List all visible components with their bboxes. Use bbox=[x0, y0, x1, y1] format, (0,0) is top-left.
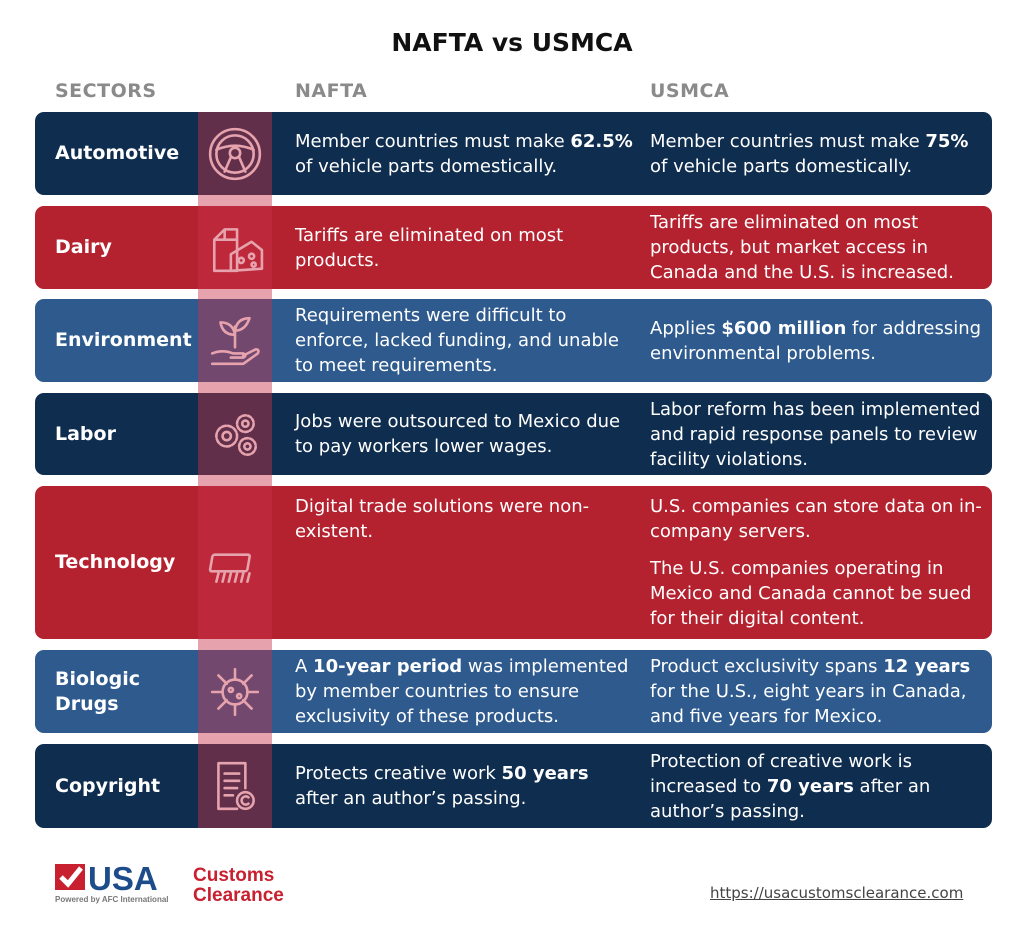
header-sectors: SECTORS bbox=[55, 80, 157, 102]
paragraph: Tariffs are eliminated on most products,… bbox=[650, 210, 985, 285]
paragraph: Digital trade solutions were non-existen… bbox=[295, 494, 635, 544]
usmca-text: U.S. companies can store data on in-comp… bbox=[650, 494, 985, 631]
text-segment: The U.S. companies operating in Mexico a… bbox=[650, 558, 972, 629]
paragraph: Jobs were outsourced to Mexico due to pa… bbox=[295, 409, 635, 459]
text-segment: of vehicle parts domestically. bbox=[295, 155, 558, 177]
text-segment: A bbox=[295, 656, 314, 677]
row-biologic-drugs: Biologic Drugs A 10-year period was imple… bbox=[35, 650, 992, 733]
nafta-text: Member countries must make 62.5% of vehi… bbox=[295, 129, 635, 179]
paragraph: Applies $600 million for addressing envi… bbox=[650, 316, 985, 366]
sector-label: Technology bbox=[55, 551, 176, 573]
text-segment: Tariffs are eliminated on most products. bbox=[295, 224, 564, 271]
sector-label: Labor bbox=[55, 422, 116, 445]
row-technology: Technology Digital trade solutions were n… bbox=[35, 486, 992, 639]
row-labor: Labor Jobs were outsourced to Mexico due … bbox=[35, 393, 992, 475]
highlight-text: 70 years bbox=[766, 775, 854, 797]
highlight-text: 62.5% bbox=[570, 130, 633, 152]
microchip-icon bbox=[198, 486, 272, 639]
text-segment: after an author’s passing. bbox=[295, 788, 527, 809]
copyright-document-icon bbox=[198, 744, 272, 828]
paragraph: A 10-year period was implemented by memb… bbox=[295, 654, 635, 729]
highlight-text: 12 years bbox=[883, 656, 971, 677]
sector-label: Automotive bbox=[55, 142, 180, 164]
steering-wheel-icon bbox=[198, 112, 272, 195]
virus-icon bbox=[198, 650, 272, 733]
nafta-text: Requirements were difficult to enforce, … bbox=[295, 303, 635, 378]
paragraph: Protects creative work 50 years after an… bbox=[295, 761, 635, 811]
usmca-text: Labor reform has been implemented and ra… bbox=[650, 397, 985, 472]
logo: USA Customs Clearance Powered by AFC Int… bbox=[55, 860, 305, 910]
text-segment: for addressing environmental problems. bbox=[650, 317, 982, 364]
gears-icon bbox=[198, 393, 272, 475]
row-copyright: Copyright Protects creative work 50 years… bbox=[35, 744, 992, 828]
text-segment: Requirements were difficult to enforce, … bbox=[295, 305, 619, 376]
logo-customs: Customs bbox=[193, 865, 274, 886]
logo-clearance: Clearance bbox=[193, 885, 284, 906]
usmca-text: Protection of creative work is increased… bbox=[650, 749, 985, 824]
website-link[interactable]: https://usacustomsclearance.com bbox=[710, 884, 964, 902]
row-automotive: Automotive Member countries must make 62.… bbox=[35, 112, 992, 195]
usmca-text: Tariffs are eliminated on most products,… bbox=[650, 210, 985, 285]
sector-label: Environment bbox=[55, 329, 192, 351]
page-title: NAFTA vs USMCA bbox=[391, 28, 633, 57]
row-environment: Environment Requirements were difficult t… bbox=[35, 299, 992, 382]
plant-hand-icon bbox=[198, 299, 272, 382]
usmca-text: Applies $600 million for addressing envi… bbox=[650, 316, 985, 366]
highlight-text: 50 years bbox=[501, 763, 589, 784]
text-segment: Member countries must make bbox=[650, 130, 926, 152]
paragraph: Member countries must make 62.5% of vehi… bbox=[295, 129, 635, 179]
sector-label: Copyright bbox=[55, 774, 161, 797]
paragraph: The U.S. companies operating in Mexico a… bbox=[650, 556, 985, 631]
highlight-text: 10-year period bbox=[313, 656, 463, 677]
header-usmca: USMCA bbox=[650, 80, 730, 102]
nafta-text: Tariffs are eliminated on most products. bbox=[295, 223, 635, 273]
sector-label: Biologic Drugs bbox=[55, 667, 140, 715]
text-segment: Jobs were outsourced to Mexico due to pa… bbox=[295, 411, 621, 457]
paragraph: U.S. companies can store data on in-comp… bbox=[650, 494, 985, 544]
header-nafta: NAFTA bbox=[295, 80, 368, 102]
text-segment: for the U.S., eight years in Canada, and… bbox=[650, 681, 967, 727]
logo-powered: Powered by AFC International bbox=[55, 895, 169, 904]
text-segment: Protects creative work bbox=[295, 763, 502, 784]
paragraph: Labor reform has been implemented and ra… bbox=[650, 397, 985, 472]
paragraph: Tariffs are eliminated on most products. bbox=[295, 223, 635, 273]
text-segment: Applies bbox=[650, 317, 722, 339]
text-segment: was implemented by member countries to e… bbox=[295, 656, 629, 727]
usmca-text: Member countries must make 75% of vehicl… bbox=[650, 129, 985, 179]
logo-usa: USA bbox=[88, 862, 158, 897]
highlight-text: 75% bbox=[925, 130, 969, 152]
row-dairy: Dairy Tariffs are eliminated on most prod… bbox=[35, 206, 992, 289]
text-segment: U.S. companies can store data on in-comp… bbox=[650, 496, 982, 542]
text-segment: Tariffs are eliminated on most products,… bbox=[650, 212, 954, 283]
text-segment: Protection of creative work is increased… bbox=[650, 750, 913, 797]
nafta-text: Digital trade solutions were non-existen… bbox=[295, 494, 635, 544]
paragraph: Member countries must make 75% of vehicl… bbox=[650, 129, 985, 179]
nafta-text: Protects creative work 50 years after an… bbox=[295, 761, 635, 811]
milk-cheese-icon bbox=[198, 206, 272, 289]
sector-label: Dairy bbox=[55, 236, 112, 258]
text-segment: Labor reform has been implemented and ra… bbox=[650, 398, 981, 470]
text-segment: Member countries must make bbox=[295, 130, 571, 152]
text-segment: Product exclusivity spans bbox=[650, 656, 884, 677]
paragraph: Requirements were difficult to enforce, … bbox=[295, 303, 635, 378]
highlight-text: $600 million bbox=[721, 317, 847, 339]
nafta-text: A 10-year period was implemented by memb… bbox=[295, 654, 635, 729]
usmca-text: Product exclusivity spans 12 years for t… bbox=[650, 654, 985, 729]
text-segment: of vehicle parts domestically. bbox=[650, 155, 913, 177]
paragraph: Protection of creative work is increased… bbox=[650, 749, 985, 824]
nafta-text: Jobs were outsourced to Mexico due to pa… bbox=[295, 409, 635, 459]
text-segment: after an author’s passing. bbox=[650, 775, 931, 822]
text-segment: Digital trade solutions were non-existen… bbox=[295, 496, 590, 542]
paragraph: Product exclusivity spans 12 years for t… bbox=[650, 654, 985, 729]
